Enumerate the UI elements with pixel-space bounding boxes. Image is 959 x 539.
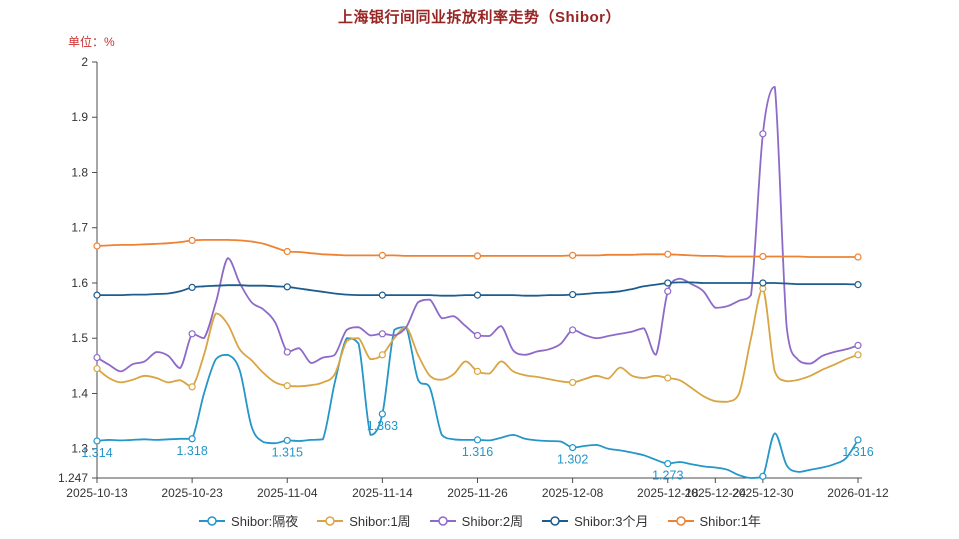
y-axis-label: 1.247 xyxy=(58,471,88,485)
point-label: 1.273 xyxy=(652,469,683,483)
data-point-marker-2w xyxy=(378,330,386,338)
data-point-marker-3m xyxy=(93,291,101,299)
legend-item-label: Shibor:隔夜 xyxy=(231,514,299,529)
y-axis-label: 1.4 xyxy=(71,386,88,400)
data-point-marker-2w xyxy=(283,348,291,356)
data-point-marker-overnight xyxy=(854,436,862,444)
point-label: 1.302 xyxy=(557,453,588,467)
data-point-marker-1y xyxy=(283,247,291,256)
data-point-marker-2w xyxy=(93,353,101,362)
data-point-marker-3m xyxy=(188,283,196,292)
data-point-marker-1y xyxy=(854,253,862,261)
y-axis-label: 1.5 xyxy=(71,331,88,345)
data-point-marker-1w xyxy=(93,365,101,373)
series-line-2w xyxy=(96,86,859,373)
y-axis-label: 1.7 xyxy=(71,221,88,235)
data-point-marker-overnight xyxy=(283,436,291,445)
data-point-marker-3m xyxy=(854,281,862,289)
data-point-marker-3m xyxy=(378,291,386,299)
x-axis-label: 2025-12-24 xyxy=(685,486,747,500)
point-label: 1.316 xyxy=(842,445,873,459)
x-axis-label: 2025-11-04 xyxy=(257,486,318,500)
data-point-marker-overnight xyxy=(378,410,386,418)
point-label: 1.315 xyxy=(272,445,303,459)
data-point-marker-2w xyxy=(759,130,767,138)
chart-title: 上海银行间同业拆放利率走势（Shibor） xyxy=(338,9,621,26)
x-axis-label: 2025-10-13 xyxy=(66,486,128,500)
data-point-marker-2w xyxy=(854,341,862,350)
data-point-marker-overnight xyxy=(188,435,196,443)
data-point-marker-1y xyxy=(664,250,672,258)
data-point-marker-overnight xyxy=(93,437,101,445)
data-point-marker-3m xyxy=(473,291,482,299)
legend-line-icon xyxy=(199,515,226,526)
x-axis-label: 2025-11-26 xyxy=(447,486,508,500)
legend-item-label: Shibor:1年 xyxy=(699,514,761,529)
data-point-marker-1y xyxy=(759,252,767,261)
legend-item-1y[interactable]: Shibor:1年 xyxy=(667,511,761,530)
data-point-marker-1y xyxy=(188,236,196,245)
data-point-marker-1w xyxy=(378,351,386,359)
legend-item-overnight[interactable]: Shibor:隔夜 xyxy=(198,511,298,530)
series-line-1w xyxy=(96,287,859,403)
legend-line-icon xyxy=(317,515,344,526)
data-point-marker-1y xyxy=(569,251,577,259)
data-point-marker-1w xyxy=(188,383,196,391)
data-point-marker-3m xyxy=(569,290,577,299)
point-label: 1.363 xyxy=(367,419,398,433)
unit-label: 单位：% xyxy=(68,35,115,49)
data-point-marker-overnight xyxy=(569,444,577,452)
data-point-marker-1y xyxy=(378,251,386,259)
data-point-marker-3m xyxy=(283,283,291,291)
data-point-marker-1w xyxy=(854,351,862,359)
legend-line-icon xyxy=(429,515,456,526)
data-point-marker-overnight xyxy=(664,460,672,468)
legend-item-label: Shibor:1周 xyxy=(349,514,411,529)
data-point-marker-2w xyxy=(473,331,482,340)
y-axis-label: 1.8 xyxy=(71,165,88,179)
data-point-marker-1w xyxy=(473,367,482,375)
x-axis-label: 2025-11-14 xyxy=(352,486,413,500)
legend-item-1w[interactable]: Shibor:1周 xyxy=(316,511,411,530)
data-point-marker-2w xyxy=(188,330,196,338)
data-point-marker-2w xyxy=(569,326,577,334)
data-point-marker-1w xyxy=(664,374,672,382)
data-point-marker-3m xyxy=(759,279,767,287)
data-point-marker-overnight xyxy=(759,472,767,480)
y-axis-label: 1.6 xyxy=(71,276,88,290)
legend-item-3m[interactable]: Shibor:3个月 xyxy=(541,511,649,530)
x-axis-label: 2025-10-23 xyxy=(161,486,223,500)
legend-item-2w[interactable]: Shibor:2周 xyxy=(429,511,523,530)
x-axis-label: 2026-01-12 xyxy=(827,486,889,500)
point-label: 1.316 xyxy=(462,445,493,459)
data-point-marker-1w xyxy=(569,378,577,387)
point-label: 1.318 xyxy=(176,444,207,458)
data-point-marker-1y xyxy=(473,252,482,260)
legend-line-icon xyxy=(667,515,694,526)
data-point-marker-3m xyxy=(664,279,672,287)
chart-legend: Shibor:隔夜 Shibor:1周 Shibor:2周 Shibor:3个月 Shi… xyxy=(0,511,959,530)
data-point-marker-2w xyxy=(664,287,672,295)
x-axis-label: 2025-12-08 xyxy=(542,486,604,500)
point-label: 1.314 xyxy=(81,446,112,460)
data-point-marker-overnight xyxy=(473,436,482,444)
x-axis-label: 2025-12-18 xyxy=(637,486,699,500)
data-point-marker-1y xyxy=(93,242,101,250)
legend-item-label: Shibor:2周 xyxy=(461,514,524,529)
legend-item-label: Shibor:3个月 xyxy=(574,514,649,529)
legend-line-icon xyxy=(542,515,569,526)
x-axis-label: 2025-12-30 xyxy=(732,486,794,500)
data-point-marker-1w xyxy=(283,382,291,390)
y-axis-label: 2 xyxy=(81,55,88,69)
y-axis-label: 1.3 xyxy=(71,442,88,456)
y-axis-label: 1.9 xyxy=(71,110,88,124)
